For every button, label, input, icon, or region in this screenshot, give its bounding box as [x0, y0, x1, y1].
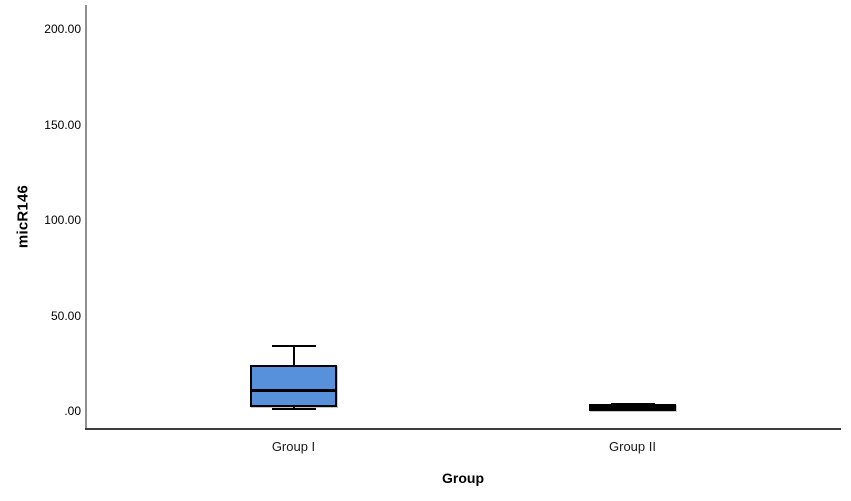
iqr-box — [250, 365, 337, 408]
upper-whisker-line — [292, 347, 295, 366]
lower-whisker-cap — [271, 408, 316, 411]
median-line — [250, 389, 337, 393]
y-tick-label: 200.00 — [44, 22, 81, 36]
x-tick-label: Group I — [271, 439, 316, 454]
x-axis-title: Group — [442, 470, 484, 486]
lower-whisker-line — [292, 407, 295, 409]
median-line — [589, 405, 676, 409]
y-tick-label: 50.00 — [50, 308, 81, 323]
y-tick-label: 100.00 — [44, 213, 81, 227]
upper-whisker-cap — [271, 345, 316, 348]
y-tick-label: .00 — [64, 404, 81, 418]
x-axis-line — [85, 428, 841, 430]
lower-whisker-cap — [610, 408, 655, 411]
y-axis-line — [85, 5, 87, 429]
x-tick-label: Group II — [609, 439, 656, 454]
y-tick-label: 150.00 — [44, 117, 81, 132]
